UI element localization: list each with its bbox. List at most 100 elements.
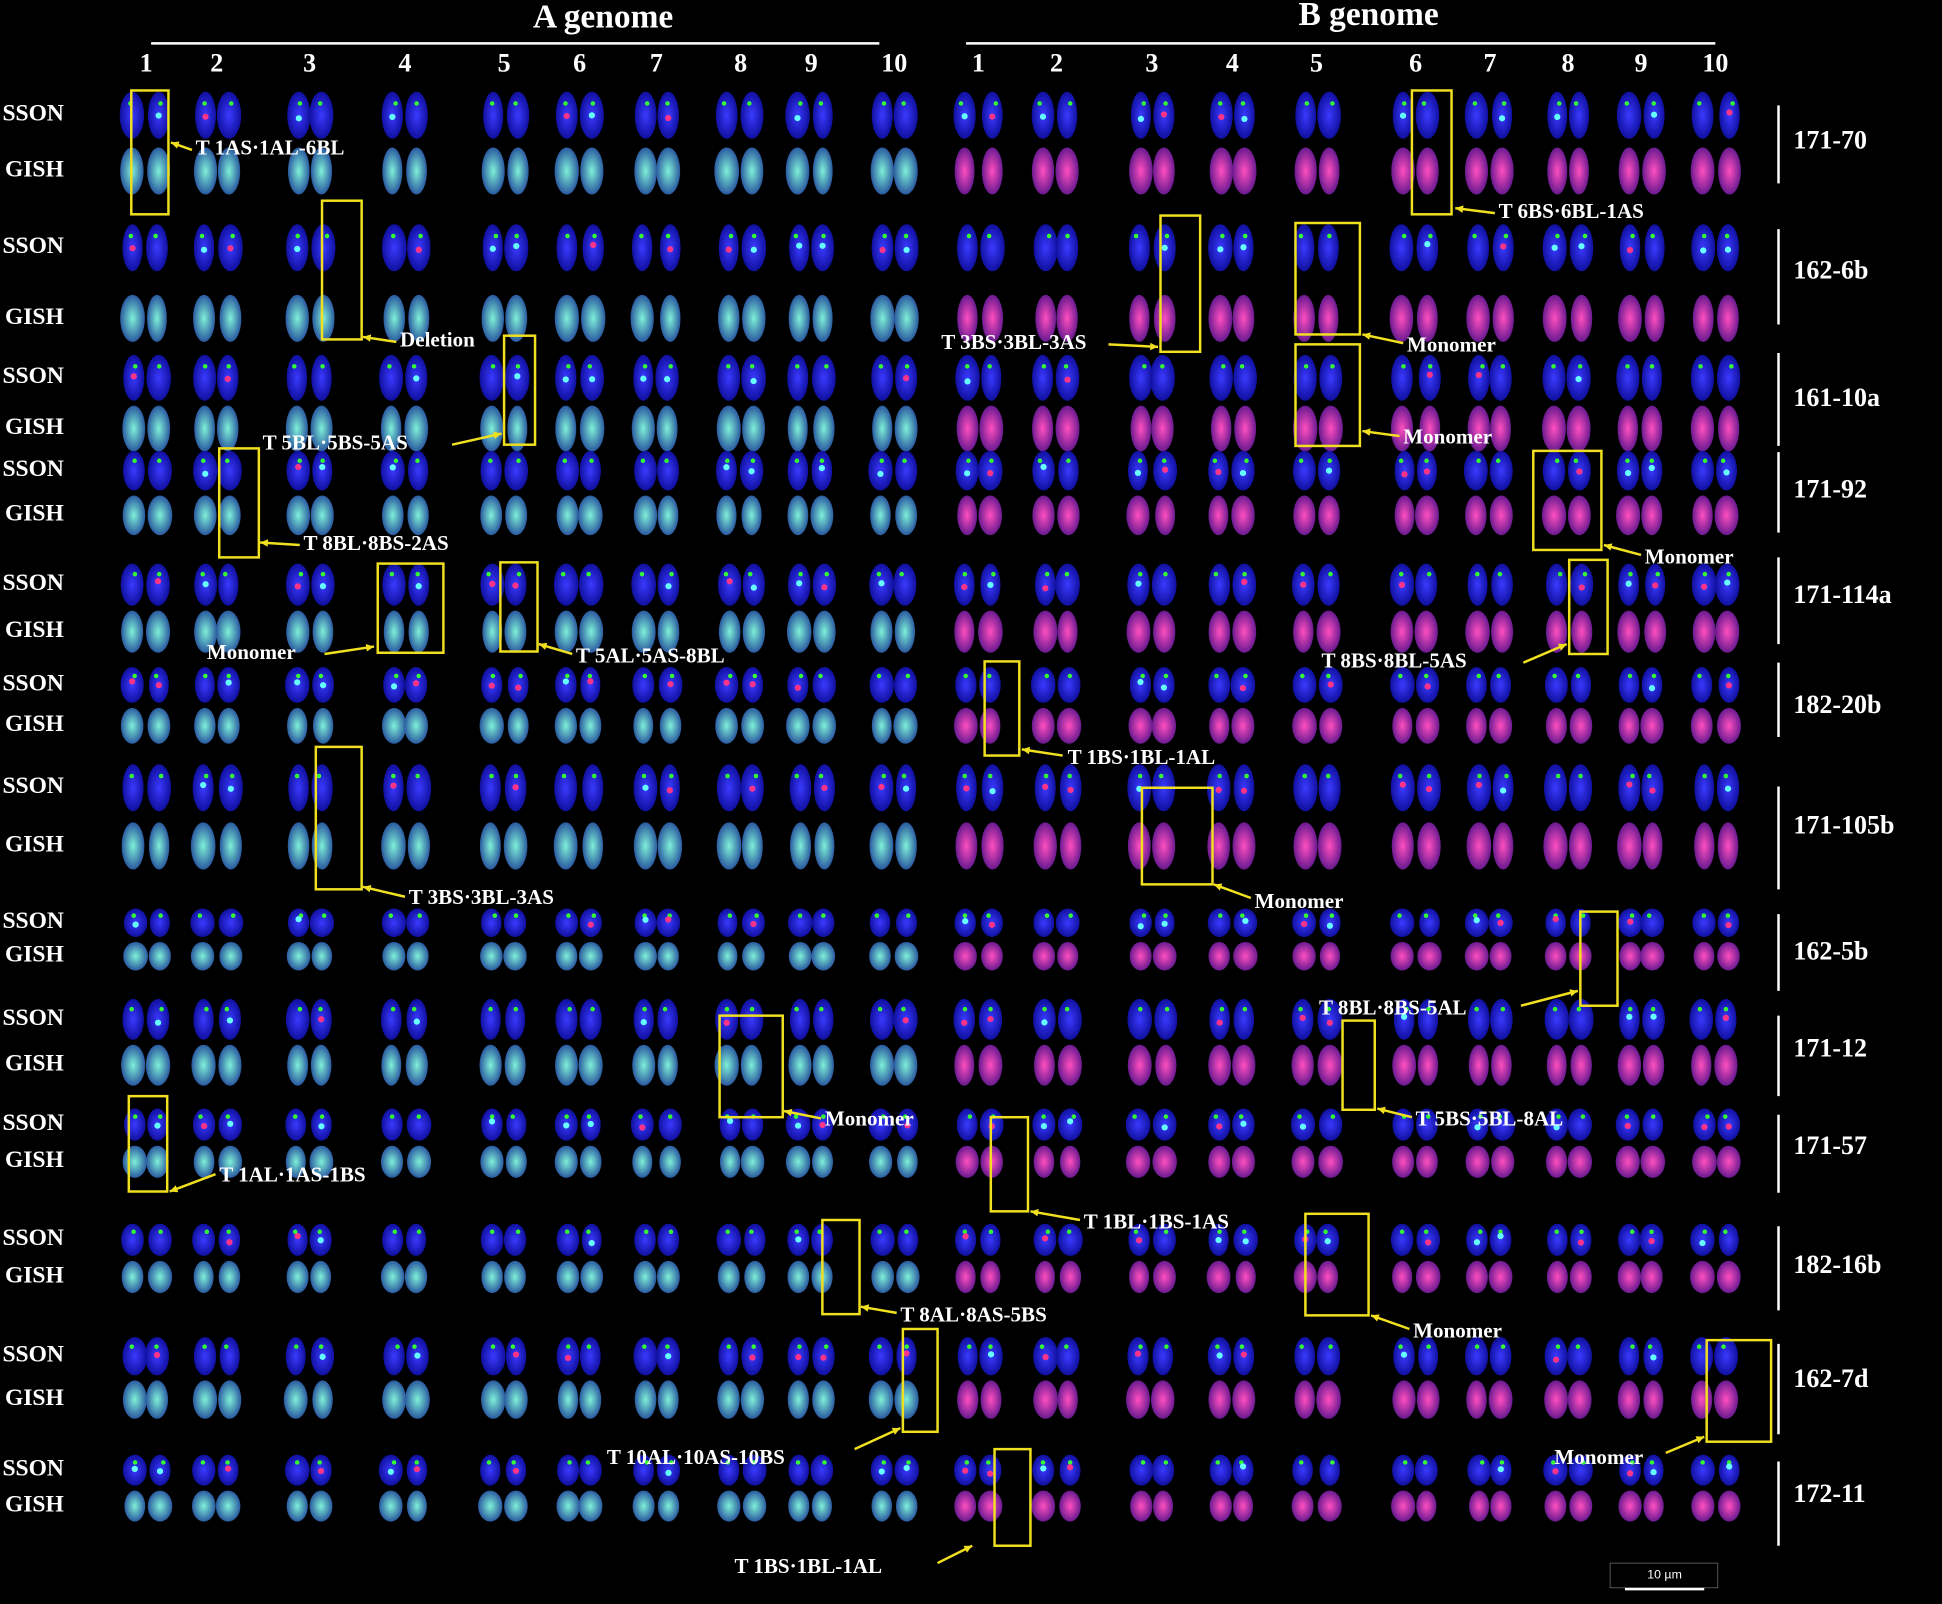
signal	[226, 1239, 233, 1246]
signal	[589, 376, 596, 383]
signal	[881, 773, 886, 779]
signal	[1330, 364, 1335, 369]
signal	[1132, 1114, 1137, 1119]
chromosome	[124, 1108, 146, 1141]
chromosome	[1232, 610, 1257, 653]
signal	[794, 773, 800, 779]
highlight-box	[1410, 89, 1453, 216]
line-id: 182-20b	[1793, 690, 1881, 719]
chromosome	[631, 405, 655, 452]
signal	[1400, 1351, 1408, 1358]
signal	[901, 101, 906, 106]
signal	[1041, 1019, 1048, 1026]
signal	[638, 1114, 643, 1119]
signal	[1578, 243, 1585, 250]
signal	[1576, 468, 1583, 475]
annotation: T 8AL·8AS-5BS	[900, 1302, 1046, 1326]
probe-label: GISH	[5, 414, 64, 440]
signal	[1064, 376, 1071, 383]
signal	[564, 1114, 569, 1119]
chromosome	[1718, 1454, 1740, 1486]
chromosome	[193, 1260, 214, 1294]
chromosome	[218, 1260, 241, 1294]
signal	[1578, 584, 1585, 591]
signal	[1330, 101, 1335, 106]
signal	[964, 470, 971, 477]
signal	[414, 1352, 421, 1359]
signal	[640, 1019, 647, 1026]
signal	[1398, 571, 1404, 577]
chromosome	[1153, 1260, 1176, 1294]
arrow	[1522, 642, 1568, 664]
chromosome	[1390, 610, 1414, 653]
signal	[1043, 773, 1049, 779]
signal	[899, 571, 904, 577]
chromosome	[1690, 1260, 1715, 1294]
chromosome	[1465, 1337, 1489, 1376]
signal	[1649, 1460, 1655, 1465]
chromosome	[657, 450, 679, 491]
chromosome	[1317, 224, 1339, 272]
chromosome	[630, 294, 654, 342]
signal	[965, 364, 970, 369]
signal	[324, 233, 330, 239]
signal	[1044, 913, 1050, 918]
chromosome	[813, 998, 834, 1040]
column-number: 8	[1561, 49, 1574, 78]
signal	[493, 233, 499, 239]
chromosome	[1391, 822, 1414, 870]
chromosome	[1233, 354, 1257, 401]
signal	[1630, 773, 1635, 779]
chromosome	[219, 941, 243, 971]
chromosome	[1035, 294, 1057, 342]
chromosome	[1417, 822, 1441, 870]
signal	[1215, 1236, 1222, 1244]
signal	[1721, 1344, 1726, 1349]
chromosome	[1489, 941, 1512, 971]
chromosome	[957, 495, 978, 536]
chromosome	[1318, 764, 1341, 812]
chromosome	[657, 495, 679, 536]
chromosome	[146, 563, 170, 606]
chromosome	[145, 1044, 171, 1086]
signal	[1135, 580, 1142, 587]
signal	[1557, 571, 1563, 577]
chromosome	[1569, 147, 1589, 195]
signal	[904, 1344, 909, 1349]
chromosome	[481, 908, 502, 937]
highlight-box	[1304, 1212, 1370, 1317]
chromosome	[1567, 495, 1591, 536]
chromosome	[1153, 294, 1176, 342]
signal	[665, 916, 672, 923]
signal	[664, 458, 669, 464]
chromosome	[1467, 1454, 1491, 1486]
chromosome	[1209, 354, 1233, 401]
signal	[987, 1015, 994, 1023]
chromosome	[1545, 1145, 1568, 1178]
chromosome	[1618, 667, 1640, 703]
chromosome	[482, 610, 503, 653]
signal	[989, 113, 996, 120]
signal	[877, 470, 884, 478]
signal	[987, 773, 993, 779]
signal	[1330, 1460, 1335, 1465]
chromosome	[1571, 610, 1593, 653]
chromosome	[1717, 941, 1740, 971]
signal	[1041, 1114, 1046, 1119]
chromosome	[193, 998, 214, 1040]
chromosome	[1717, 822, 1739, 870]
signal	[1238, 1114, 1244, 1119]
chromosome	[870, 1223, 895, 1256]
signal	[665, 114, 672, 122]
signal	[1241, 115, 1248, 123]
chromosome	[716, 405, 741, 452]
chromosome	[1033, 1145, 1055, 1178]
chromosome	[1208, 1044, 1232, 1086]
signal	[1649, 1229, 1654, 1234]
signal	[1239, 364, 1245, 369]
chromosome	[579, 450, 601, 491]
chromosome	[1130, 1490, 1153, 1522]
chromosome	[1130, 405, 1152, 452]
chromosome	[715, 450, 737, 491]
chromosome	[789, 998, 811, 1040]
